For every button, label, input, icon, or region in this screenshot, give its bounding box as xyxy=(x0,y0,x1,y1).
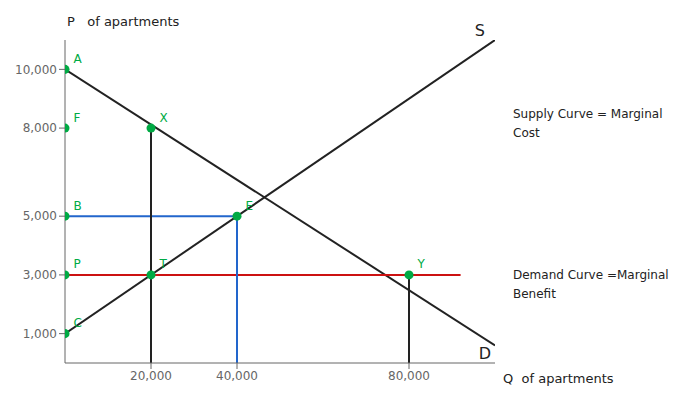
svg-text:10,000: 10,000 xyxy=(15,63,57,77)
svg-text:40,000: 40,000 xyxy=(216,369,258,383)
svg-text:A: A xyxy=(74,52,83,66)
svg-text:B: B xyxy=(74,199,82,213)
html-text:P of apartments: P of apartments xyxy=(67,14,180,29)
html-text:Q of apartments: Q of apartments xyxy=(503,371,614,386)
svg-text:D: D xyxy=(479,344,491,363)
svg-text:1,000: 1,000 xyxy=(23,327,57,341)
svg-text:Y: Y xyxy=(417,257,426,271)
svg-text:20,000: 20,000 xyxy=(130,369,172,383)
html-text:Cost: Cost xyxy=(513,125,540,140)
svg-text:3,000: 3,000 xyxy=(23,268,57,282)
html-text:Demand Curve =Marginal: Demand Curve =Marginal xyxy=(513,268,669,283)
svg-text:C: C xyxy=(74,316,82,330)
svg-text:E: E xyxy=(246,199,254,213)
html-text:Supply Curve = Marginal: Supply Curve = Marginal xyxy=(513,106,663,121)
svg-text:8,000: 8,000 xyxy=(23,121,57,135)
svg-text:X: X xyxy=(160,111,168,125)
svg-text:P: P xyxy=(74,257,81,271)
svg-text:S: S xyxy=(475,21,485,40)
svg-text:T: T xyxy=(159,257,168,271)
html-text:Benefit: Benefit xyxy=(513,287,556,302)
svg-text:5,000: 5,000 xyxy=(23,209,57,223)
svg-text:80,000: 80,000 xyxy=(388,369,430,383)
svg-text:F: F xyxy=(74,111,81,125)
